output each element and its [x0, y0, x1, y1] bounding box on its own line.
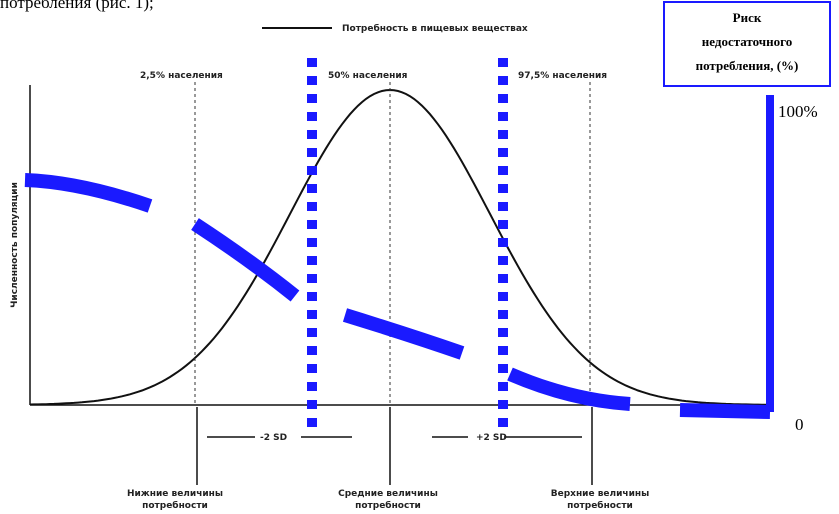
population-label: 97,5% населения — [518, 71, 607, 81]
sd-label: +2 SD — [476, 433, 507, 443]
risk-top: 100% — [778, 102, 818, 121]
risk-box — [663, 1, 831, 87]
caption: потребления (рис. 1); — [0, 0, 154, 12]
population-label: 2,5% населения — [140, 71, 223, 81]
risk-curve — [24, 173, 771, 419]
bell-curve — [29, 88, 771, 406]
y-axis-title: Численность популяции — [10, 182, 20, 308]
risk-segment — [679, 403, 771, 419]
bottom-label: потребности — [567, 500, 633, 511]
risk-box-line: потребления, (%) — [696, 58, 799, 73]
risk-segment — [24, 173, 153, 213]
bottom-label: Верхние величины — [551, 489, 650, 499]
label-bg — [255, 428, 301, 444]
arrow-title: Потребность в пищевых веществах — [342, 23, 528, 34]
risk-segment — [342, 308, 465, 360]
label-bg — [468, 428, 504, 444]
bottom-label: Средние величины — [338, 489, 438, 499]
risk-bottom: 0 — [795, 415, 804, 434]
risk-box-line: недостаточного — [702, 34, 792, 49]
risk-segment — [191, 218, 300, 302]
sd-label: -2 SD — [260, 433, 287, 443]
risk-box-line: Риск — [733, 10, 762, 25]
bottom-label: потребности — [142, 500, 208, 511]
bottom-label: потребности — [355, 500, 421, 511]
risk-segment — [507, 367, 631, 411]
population-label: 50% населения — [328, 71, 408, 81]
bottom-label: Нижние величины — [127, 489, 223, 499]
